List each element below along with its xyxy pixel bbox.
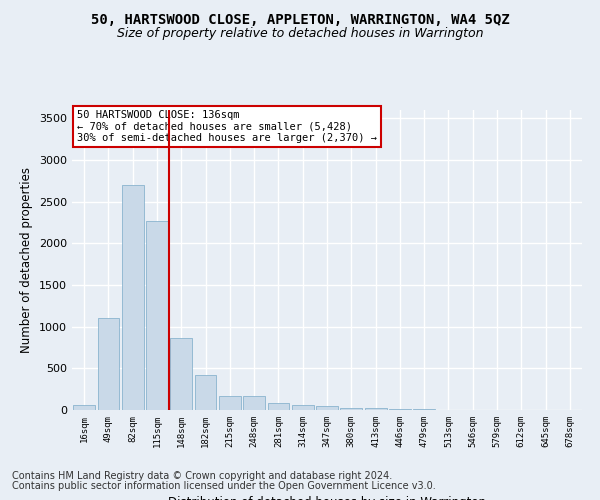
Bar (97, 318, 119, 410)
Bar (292, 405, 314, 410)
Text: Contains public sector information licensed under the Open Government Licence v3: Contains public sector information licen… (12, 481, 436, 491)
Bar (268, 402, 289, 410)
Bar (389, 409, 411, 410)
Text: 50 HARTSWOOD CLOSE: 136sqm
← 70% of detached houses are smaller (5,428)
30% of s: 50 HARTSWOOD CLOSE: 136sqm ← 70% of deta… (77, 110, 377, 143)
Bar (73, 406, 95, 410)
Bar (219, 396, 241, 410)
Bar (340, 408, 362, 410)
X-axis label: Distribution of detached houses by size in Warrington: Distribution of detached houses by size … (168, 496, 486, 500)
Bar (243, 396, 265, 410)
Text: 50, HARTSWOOD CLOSE, APPLETON, WARRINGTON, WA4 5QZ: 50, HARTSWOOD CLOSE, APPLETON, WARRINGTO… (91, 12, 509, 26)
Text: Contains HM Land Registry data © Crown copyright and database right 2024.: Contains HM Land Registry data © Crown c… (12, 471, 392, 481)
Text: Size of property relative to detached houses in Warrington: Size of property relative to detached ho… (117, 28, 483, 40)
Bar (122, 185, 143, 410)
Bar (170, 338, 192, 410)
Bar (194, 376, 217, 410)
Y-axis label: Number of detached properties: Number of detached properties (20, 167, 34, 353)
Bar (413, 409, 435, 410)
Bar (365, 408, 386, 410)
Bar (146, 221, 168, 410)
Bar (316, 406, 338, 410)
